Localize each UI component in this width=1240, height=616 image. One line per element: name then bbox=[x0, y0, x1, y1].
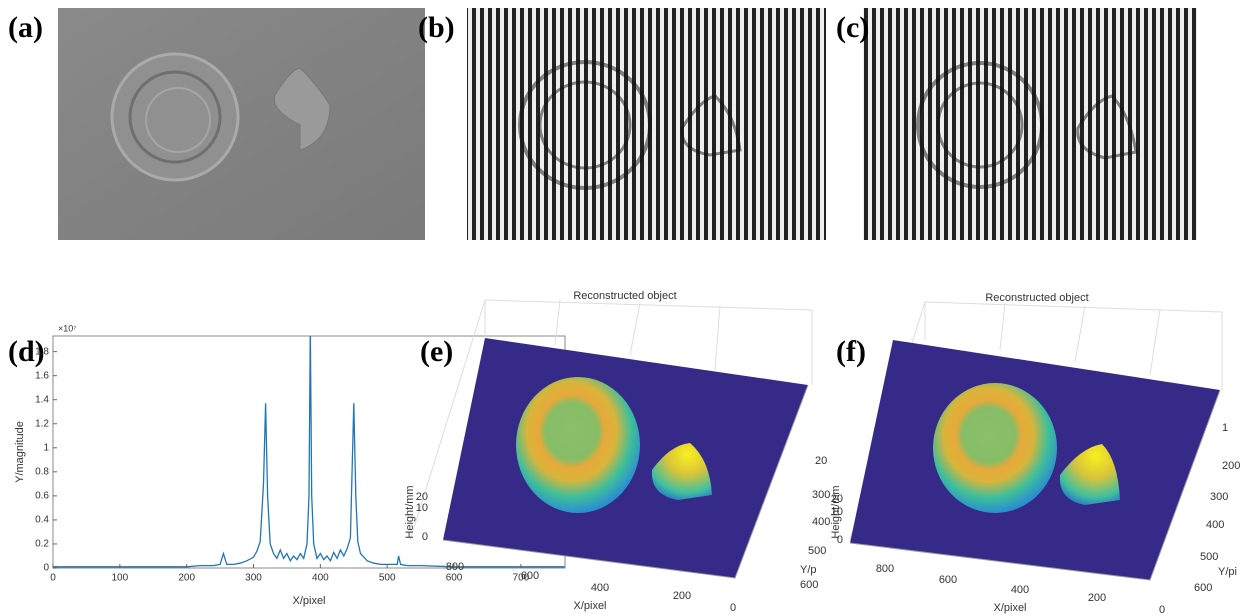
y-tick-label: 300 bbox=[1210, 491, 1228, 503]
y-exponent: ×10⁷ bbox=[58, 323, 77, 333]
z-tick-label: 0 bbox=[837, 534, 843, 546]
y-tick-label: 200 bbox=[1222, 460, 1240, 472]
x-tick-label: 200 bbox=[178, 573, 195, 584]
y-tick-label: 20 bbox=[815, 455, 827, 467]
y-tick-label: 400 bbox=[1206, 519, 1224, 531]
x-tick-label: 800 bbox=[876, 563, 894, 575]
z-tick-label: 10 bbox=[831, 506, 843, 518]
y-tick-label: 0 bbox=[43, 563, 49, 574]
y-tick-label: 1 bbox=[43, 442, 49, 453]
x-tick-label: 400 bbox=[1011, 584, 1029, 596]
x-tick-label: 100 bbox=[111, 573, 128, 584]
surface-title: Reconstructed object bbox=[985, 292, 1088, 304]
y-tick-label: 1.4 bbox=[35, 394, 49, 405]
y-axis-label: Y/pi bbox=[1218, 566, 1237, 578]
y-tick-label: 1.8 bbox=[35, 346, 49, 357]
x-tick-label: 0 bbox=[50, 573, 56, 584]
figure: (a) (b) (c) (d) (e) (f) ×10⁷ X/pixel Y/m… bbox=[0, 0, 1240, 616]
surface-f bbox=[850, 302, 1222, 580]
y-tick-label: 300 bbox=[812, 489, 830, 501]
z-tick-label: 0 bbox=[422, 531, 428, 543]
x-tick-label: 400 bbox=[312, 573, 329, 584]
y-tick-label: 1.2 bbox=[35, 418, 49, 429]
y-axis-label: Y/magnitude bbox=[14, 421, 26, 483]
y-tick-label: 600 bbox=[800, 579, 818, 591]
y-tick-label: 0.8 bbox=[35, 466, 49, 477]
panel-label: (e) bbox=[420, 335, 453, 368]
x-axis-label: X/pixel bbox=[292, 595, 325, 607]
photo-a bbox=[58, 8, 425, 240]
x-tick-label: 400 bbox=[591, 582, 609, 594]
y-tick-label: 600 bbox=[1194, 582, 1212, 594]
y-tick-label: 500 bbox=[808, 545, 826, 557]
panel-label: (b) bbox=[418, 11, 455, 44]
y-tick-label: 0.4 bbox=[35, 515, 49, 526]
y-tick-label: 400 bbox=[812, 516, 830, 528]
x-tick-label: 200 bbox=[1088, 592, 1106, 604]
y-axis-label: Y/p bbox=[800, 564, 817, 576]
z-axis-label: Height/mm bbox=[404, 485, 416, 538]
fringe-b bbox=[467, 8, 826, 240]
x-tick-label: 300 bbox=[245, 573, 262, 584]
y-tick-label: 1.6 bbox=[35, 370, 49, 381]
x-axis-label: X/pixel bbox=[573, 600, 606, 612]
x-axis-label: X/pixel bbox=[993, 602, 1026, 614]
x-tick-label: 800 bbox=[446, 561, 464, 573]
panel-label: (a) bbox=[8, 11, 43, 44]
surface-e bbox=[410, 300, 812, 578]
panel-label: (c) bbox=[836, 11, 869, 44]
x-tick-label: 600 bbox=[446, 573, 463, 584]
y-tick-label: 0.6 bbox=[35, 491, 49, 502]
y-tick-label: 1 bbox=[1222, 422, 1228, 434]
y-tick-label: 0.2 bbox=[35, 539, 49, 550]
panel-label: (f) bbox=[836, 335, 866, 368]
x-tick-label: 200 bbox=[673, 590, 691, 602]
x-tick-label: 600 bbox=[939, 574, 957, 586]
fringe-c bbox=[863, 8, 1197, 240]
y-tick-label: 500 bbox=[1200, 551, 1218, 563]
surface-title: Reconstructed object bbox=[573, 290, 676, 302]
x-tick-label: 500 bbox=[379, 573, 396, 584]
x-tick-label: 600 bbox=[521, 570, 539, 582]
x-tick-label: 0 bbox=[1159, 604, 1165, 616]
z-tick-label: 10 bbox=[416, 502, 428, 514]
z-tick-label: 20 bbox=[831, 493, 843, 505]
x-tick-label: 0 bbox=[730, 602, 736, 614]
